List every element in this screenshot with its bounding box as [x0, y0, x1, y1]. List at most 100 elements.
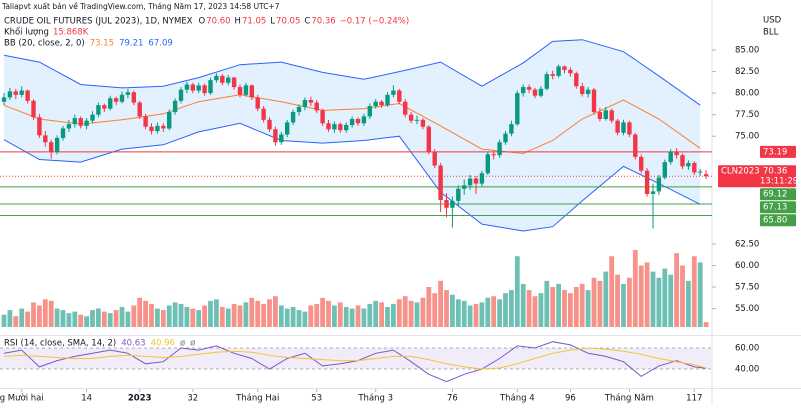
price-change: −0.17 (−0.24%) — [340, 17, 410, 27]
candle-body — [43, 135, 48, 143]
rsi-legend-placeholder: ø — [190, 339, 195, 349]
candle-body — [326, 123, 331, 130]
candle-body — [31, 100, 36, 118]
candle-body — [237, 87, 243, 95]
volume-bar — [267, 299, 272, 327]
volume-bar — [113, 310, 119, 327]
volume-bar — [284, 308, 290, 327]
volume-bar — [1, 314, 7, 327]
volume-bar — [450, 294, 455, 327]
volume-bar — [668, 274, 674, 327]
candle-body — [444, 200, 449, 208]
countdown-label: 13:11:29 — [760, 177, 798, 187]
volume-bar — [137, 297, 143, 327]
candle-body — [190, 84, 196, 91]
candle-body — [226, 77, 231, 83]
y-tick-label: 57.50 — [735, 283, 759, 293]
candle-body — [526, 87, 532, 90]
candle-body — [485, 154, 491, 174]
candle-body — [426, 126, 432, 152]
volume-bar — [497, 299, 503, 327]
candle-body — [96, 105, 101, 115]
candle-body — [261, 108, 266, 120]
volume-bar — [261, 303, 267, 327]
volume-bar — [697, 262, 703, 327]
volume-bar — [579, 283, 585, 327]
layers: 85.00 82.50 80.00 77.50 75.00 62.50 60.00 57.50… — [0, 0, 801, 405]
volume-bar — [166, 305, 172, 327]
bb-legend-value: 73.15 — [90, 39, 114, 49]
candle-body — [515, 93, 520, 125]
volume-bar — [308, 305, 314, 327]
volume-bar — [107, 313, 113, 327]
volume-bar — [302, 311, 308, 327]
volume-bar — [326, 300, 331, 327]
candle-body — [308, 100, 314, 103]
candle-body — [267, 119, 272, 130]
candle-body — [72, 118, 78, 125]
candle-body — [184, 84, 190, 90]
volume-bar — [686, 280, 691, 327]
y-tick-label: 60.00 — [735, 344, 759, 354]
bb-legend-label: BB (20, close, 2, 0) — [4, 39, 85, 49]
candle-body — [25, 90, 30, 101]
volume-bar — [208, 300, 213, 327]
volume-legend-label: Khối lượng — [4, 27, 49, 38]
volume-bar — [42, 299, 48, 327]
volume-bar — [473, 303, 479, 327]
volume-bar — [320, 297, 326, 327]
candle-body — [650, 191, 656, 194]
volume-bar — [680, 265, 685, 327]
volume-bar — [332, 305, 337, 327]
volume-bar — [432, 293, 438, 327]
volume-bar — [444, 290, 449, 327]
candle-body — [60, 128, 66, 138]
candle-body — [84, 120, 89, 126]
price-label-box — [760, 145, 796, 158]
x-tick-label: 32 — [187, 394, 198, 404]
volume-bar — [343, 307, 349, 327]
volume-bar — [632, 250, 638, 327]
candle-body — [450, 200, 455, 208]
x-tick-label: Tháng Hai — [235, 394, 279, 404]
volume-bar — [591, 277, 597, 327]
candle-body — [544, 74, 550, 89]
volume-bar — [438, 280, 444, 327]
candle-body — [668, 151, 673, 163]
price-label-box — [760, 201, 796, 214]
rsi-legend-value: 40.96 — [151, 339, 175, 349]
candle-body — [373, 101, 378, 107]
x-tick-label: g Mười hai — [0, 393, 44, 404]
rsi-sma-line — [3, 347, 707, 370]
candle-body — [149, 126, 154, 132]
volume-bar — [178, 303, 184, 327]
candle-body — [66, 124, 72, 129]
volume-bar — [414, 302, 420, 327]
volume-bar — [556, 283, 562, 327]
candle-body — [13, 91, 19, 95]
candle-body — [7, 91, 13, 98]
candle-body — [420, 119, 426, 127]
volume-bar — [426, 287, 432, 327]
y-tick-label: 40.00 — [735, 365, 759, 375]
candle-body — [467, 178, 473, 186]
candle-body — [320, 110, 325, 124]
x-tick-label: 76 — [447, 394, 458, 404]
volume-bar — [538, 293, 544, 327]
candle-body — [521, 87, 526, 94]
volume-bar — [149, 303, 154, 327]
volume-bar — [243, 302, 249, 327]
candle-body — [220, 75, 225, 83]
volume-bar — [190, 308, 196, 327]
volume-bar — [674, 253, 680, 327]
last-price-label: 70.36 — [763, 167, 787, 177]
candle-body — [674, 151, 679, 156]
y-tick-label: 80.00 — [735, 89, 759, 99]
volume-bar — [225, 308, 231, 327]
x-tick-label: 96 — [565, 394, 576, 404]
candle-body — [456, 188, 461, 201]
candle-body — [90, 114, 95, 121]
volume-bar — [455, 299, 461, 327]
volume-bar — [485, 297, 491, 327]
